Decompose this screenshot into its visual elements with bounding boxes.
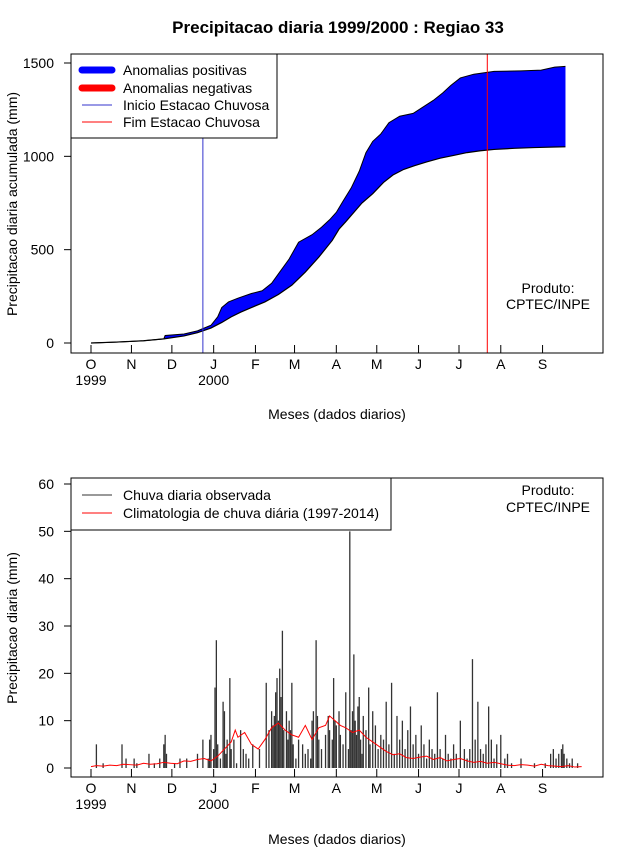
bottom-y-tick-label: 0 bbox=[46, 760, 54, 776]
bottom-axes-layer: 0 10 20 30 40 50 60 O N D J F M A M J J A S 1999 2000 bbox=[38, 476, 547, 812]
bottom-legend-box bbox=[70, 477, 392, 531]
top-year-label: 2000 bbox=[198, 372, 229, 388]
bottom-x-tick-label: J bbox=[415, 780, 422, 796]
bottom-x-tick-label: A bbox=[332, 780, 342, 796]
bottom-x-axis-label: Meses (dados diarios) bbox=[268, 831, 406, 847]
bottom-x-tick-label: O bbox=[86, 780, 97, 796]
bottom-x-tick-label: J bbox=[455, 780, 462, 796]
bottom-y-axis-label: Precipitacao diaria (mm) bbox=[4, 552, 20, 704]
bottom-y-tick-label: 30 bbox=[38, 618, 54, 634]
anomaly-band-positive bbox=[91, 66, 566, 344]
top-x-tick-label: M bbox=[371, 356, 383, 372]
bottom-legend: Chuva diaria observada Climatologia de c… bbox=[70, 477, 392, 531]
legend-label-climatology: Climatologia de chuva diária (1997-2014) bbox=[123, 505, 379, 521]
bottom-x-tick-label: F bbox=[251, 780, 260, 796]
top-y-tick-label: 1500 bbox=[23, 55, 54, 71]
top-y-tick-label: 500 bbox=[31, 242, 55, 258]
legend-label-end: Fim Estacao Chuvosa bbox=[123, 114, 260, 130]
top-y-axis-label: Precipitacao diaria acumulada (mm) bbox=[4, 92, 20, 316]
bottom-annotation-line1: Produto: bbox=[522, 482, 575, 498]
observed-accumulated-line bbox=[90, 65, 566, 344]
top-panel: 0 500 1000 1500 O N D J F M A M J J A S 1999 2000 Anomali… bbox=[4, 53, 604, 422]
legend-label-positive: Anomalias positivas bbox=[123, 62, 247, 78]
legend-label-start: Inicio Estacao Chuvosa bbox=[123, 97, 270, 113]
bottom-panel: 0 10 20 30 40 50 60 O N D J F M A M J J A S 1999 2000 Chuva … bbox=[4, 476, 604, 847]
bottom-x-tick-label: A bbox=[496, 780, 506, 796]
bottom-year-label: 2000 bbox=[198, 796, 229, 812]
top-x-tick-label: J bbox=[210, 356, 217, 372]
top-x-tick-label: M bbox=[289, 356, 301, 372]
top-x-tick-label: O bbox=[86, 356, 97, 372]
top-x-tick-label: A bbox=[332, 356, 342, 372]
top-y-tick-label: 1000 bbox=[23, 148, 54, 164]
climatology-accumulated-line bbox=[90, 146, 566, 344]
bottom-x-tick-label: S bbox=[538, 780, 547, 796]
top-plot-frame bbox=[70, 53, 604, 354]
top-x-tick-label: F bbox=[251, 356, 260, 372]
climatology-line bbox=[90, 715, 582, 768]
bottom-x-tick-label: M bbox=[371, 780, 383, 796]
bottom-y-tick-label: 10 bbox=[38, 713, 54, 729]
legend-label-observed: Chuva diaria observada bbox=[123, 487, 271, 503]
bottom-annotation-line2: CPTEC/INPE bbox=[506, 499, 590, 515]
top-x-tick-label: A bbox=[496, 356, 506, 372]
top-y-tick-label: 0 bbox=[46, 335, 54, 351]
chart-title: Precipitacao diaria 1999/2000 : Regiao 3… bbox=[172, 18, 504, 37]
top-x-tick-label: J bbox=[415, 356, 422, 372]
bottom-x-tick-label: M bbox=[289, 780, 301, 796]
top-annotation-line1: Produto: bbox=[522, 280, 575, 296]
legend-label-negative: Anomalias negativas bbox=[123, 80, 252, 96]
top-x-tick-label: J bbox=[455, 356, 462, 372]
top-axes-layer: 0 500 1000 1500 O N D J F M A M J J A S 1999 2000 bbox=[23, 55, 547, 388]
top-x-tick-label: D bbox=[167, 356, 177, 372]
bottom-year-label: 1999 bbox=[75, 796, 106, 812]
bottom-x-tick-label: N bbox=[126, 780, 136, 796]
bottom-y-tick-label: 50 bbox=[38, 523, 54, 539]
bottom-y-tick-label: 40 bbox=[38, 571, 54, 587]
bottom-x-tick-label: J bbox=[210, 780, 217, 796]
top-x-tick-label: S bbox=[538, 356, 547, 372]
top-x-tick-label: N bbox=[126, 356, 136, 372]
bottom-series-layer bbox=[90, 531, 582, 768]
top-x-axis-label: Meses (dados diarios) bbox=[268, 406, 406, 422]
bottom-y-tick-label: 60 bbox=[38, 476, 54, 492]
bottom-y-tick-label: 20 bbox=[38, 665, 54, 681]
bottom-x-tick-label: D bbox=[167, 780, 177, 796]
top-legend: Anomalias positivas Anomalias negativas … bbox=[70, 53, 278, 139]
top-year-label: 1999 bbox=[75, 372, 106, 388]
top-annotation-line2: CPTEC/INPE bbox=[506, 296, 590, 312]
